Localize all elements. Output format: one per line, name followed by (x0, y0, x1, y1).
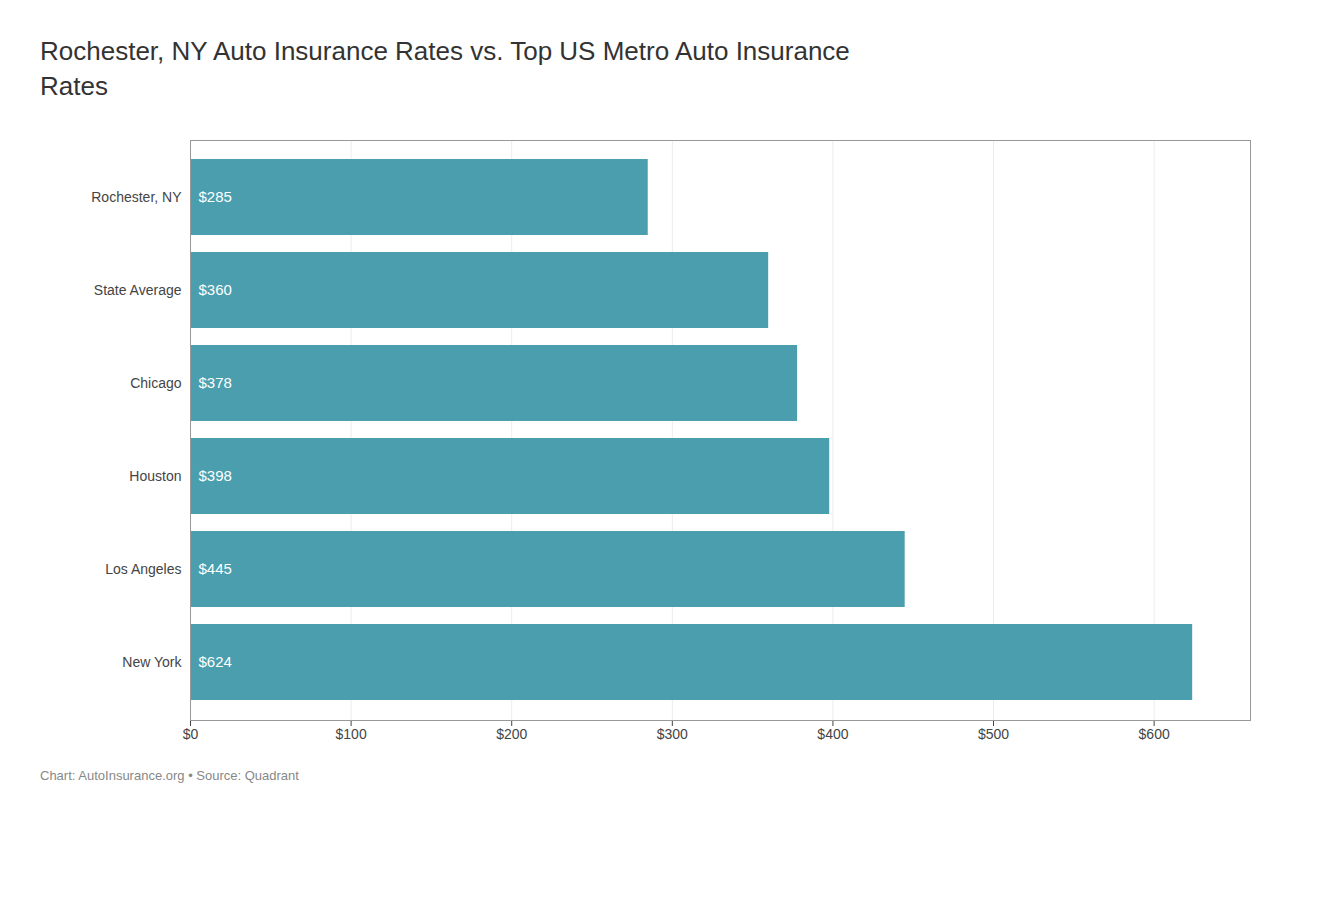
svg-text:$500: $500 (978, 727, 1009, 743)
svg-text:$378: $378 (199, 374, 232, 391)
svg-text:State Average: State Average (94, 282, 182, 298)
svg-text:Chicago: Chicago (130, 375, 182, 391)
svg-text:$100: $100 (336, 727, 367, 743)
svg-text:$360: $360 (199, 281, 232, 298)
svg-text:$300: $300 (657, 727, 688, 743)
svg-text:$200: $200 (496, 727, 527, 743)
svg-text:$285: $285 (199, 188, 232, 205)
html-text:Rochester, NY Auto Insurance R: Rochester, NY Auto Insurance Rates vs. T… (40, 36, 850, 102)
svg-text:Los Angeles: Los Angeles (105, 561, 181, 577)
svg-text:$600: $600 (1139, 727, 1170, 743)
svg-text:$398: $398 (199, 467, 232, 484)
svg-text:$445: $445 (199, 560, 232, 577)
html-text:Chart: AutoInsurance.org • Sou: Chart: AutoInsurance.org • Source: Quadr… (40, 768, 299, 784)
svg-text:Rochester, NY: Rochester, NY (91, 189, 182, 205)
svg-text:Houston: Houston (129, 468, 181, 484)
svg-text:$624: $624 (199, 653, 232, 670)
svg-text:New York: New York (122, 654, 182, 670)
svg-text:$400: $400 (817, 727, 848, 743)
svg-text:$0: $0 (183, 727, 199, 743)
